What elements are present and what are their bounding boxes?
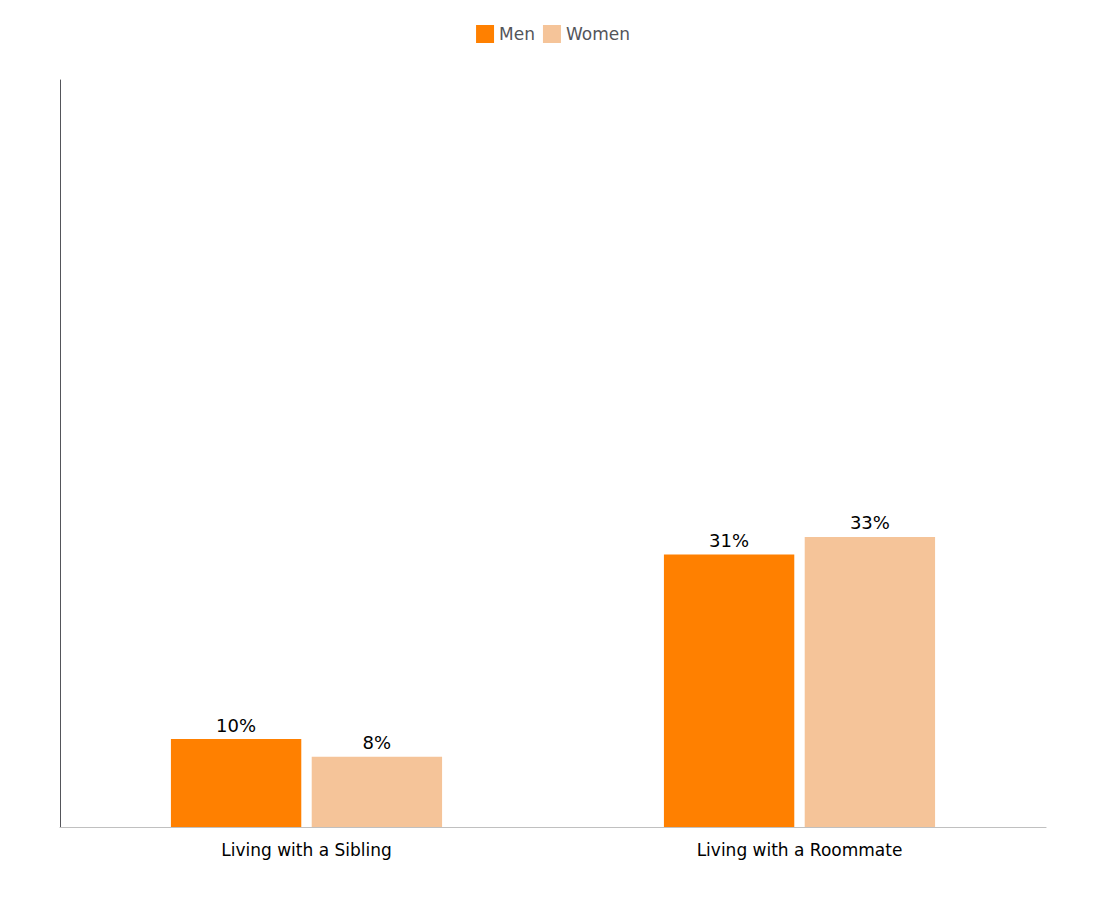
svg-text:Living with a Sibling: Living with a Sibling xyxy=(221,840,392,860)
svg-text:31%: 31% xyxy=(709,530,749,551)
svg-text:10%: 10% xyxy=(216,715,256,736)
svg-text:Women: Women xyxy=(566,24,630,44)
svg-text:Men: Men xyxy=(499,24,535,44)
svg-text:Living with a Roommate: Living with a Roommate xyxy=(697,840,903,860)
svg-text:33%: 33% xyxy=(850,512,890,533)
svg-text:8%: 8% xyxy=(363,732,392,753)
